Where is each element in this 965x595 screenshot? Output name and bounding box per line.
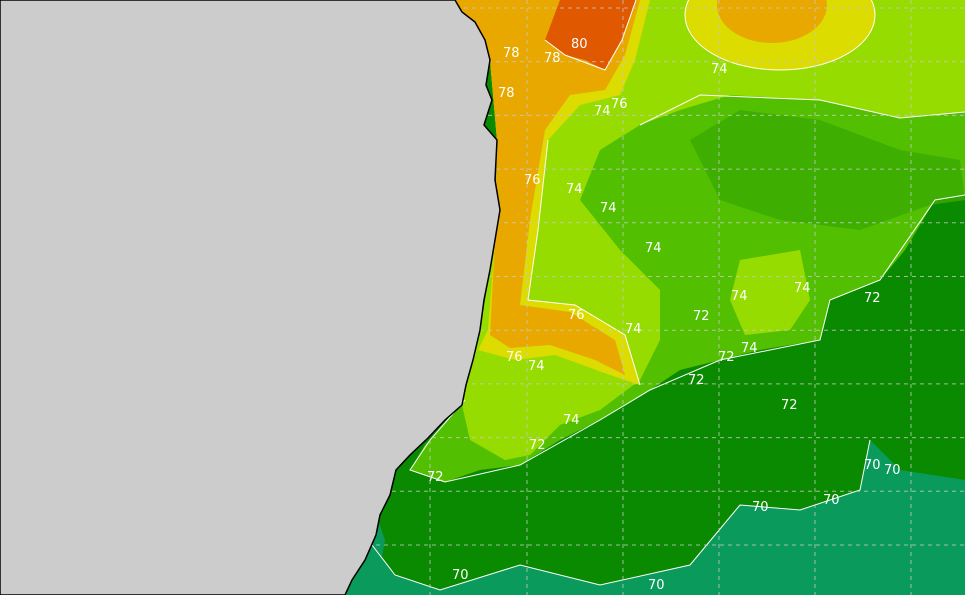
contour-label: 72 [718, 350, 735, 365]
contour-label: 70 [884, 463, 901, 478]
contour-label: 70 [864, 458, 881, 473]
contour-label: 70 [452, 568, 469, 583]
contour-label: 80 [571, 37, 588, 52]
contour-label: 76 [611, 97, 628, 112]
contour-label: 72 [529, 438, 546, 453]
contour-label: 72 [864, 291, 881, 306]
contour-label: 74 [563, 413, 580, 428]
contour-label: 76 [506, 350, 523, 365]
contour-label: 78 [544, 51, 561, 66]
contour-label: 76 [524, 173, 541, 188]
isotherm-lines [371, 0, 965, 591]
contour-label: 70 [752, 500, 769, 515]
contour-label: 74 [645, 241, 662, 256]
contour-label: 74 [711, 62, 728, 77]
contour-label: 78 [498, 86, 515, 101]
sea-80-zone [545, 0, 636, 70]
contour-label: 74 [594, 104, 611, 119]
contour-label: 74 [741, 341, 758, 356]
contour-label: 72 [693, 309, 710, 324]
contour-label: 72 [427, 470, 444, 485]
warm-eddy-77 [717, 0, 827, 43]
contour-label: 74 [528, 359, 545, 374]
land-mass [0, 0, 501, 595]
contour-label: 74 [794, 281, 811, 296]
sea-75-zone-east-patch [730, 250, 810, 335]
contour-label: 74 [566, 182, 583, 197]
contour-label: 72 [781, 398, 798, 413]
sea-70-zone [345, 440, 965, 595]
contour-labels: 8078787674747674747476747274747276747274… [427, 37, 901, 593]
contour-label: 74 [731, 289, 748, 304]
sea-73-zone [690, 110, 965, 230]
contour-label: 70 [823, 493, 840, 508]
contour-label: 70 [648, 578, 665, 593]
sea-77-zone [455, 0, 640, 375]
contour-label: 78 [503, 46, 520, 61]
contour-label: 72 [688, 373, 705, 388]
contour-label: 74 [600, 201, 617, 216]
contour-label: 74 [625, 322, 642, 337]
contour-label: 76 [568, 308, 585, 323]
